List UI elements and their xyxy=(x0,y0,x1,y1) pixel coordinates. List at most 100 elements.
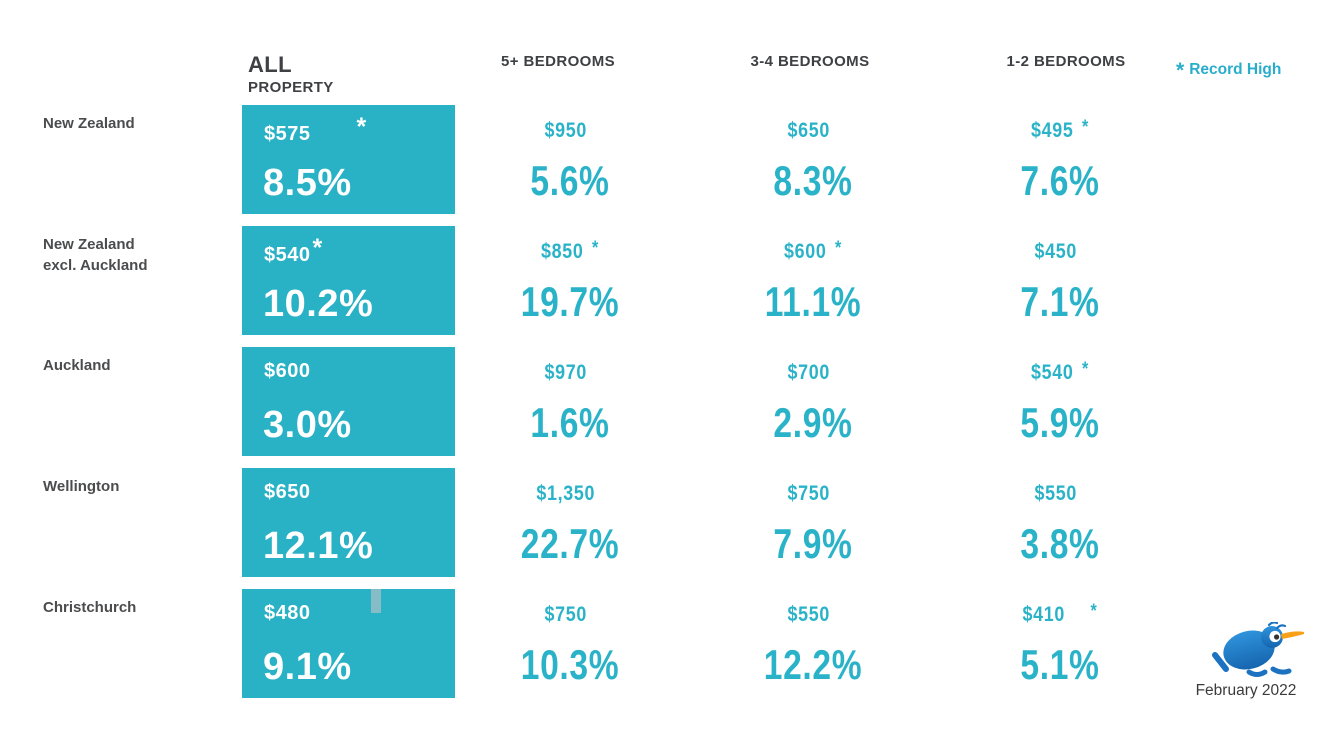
record-high-star: * xyxy=(1081,117,1089,138)
table-row: New Zealand excl. Auckland $540* 10.2% $… xyxy=(0,226,1328,335)
median-rent-value: $410 * xyxy=(950,601,1171,626)
region-label-line1: New Zealand xyxy=(43,236,135,253)
median-rent-value: $970 xyxy=(460,362,681,383)
annual-change-value: 5.6% xyxy=(530,157,610,204)
region-label: Auckland xyxy=(43,355,111,376)
record-high-star: * xyxy=(356,113,367,141)
median-rent-value: $650 xyxy=(703,120,924,141)
median-rent-value: $750 xyxy=(460,604,681,625)
annual-change-value: 5.1% xyxy=(1020,641,1100,688)
column-header-all-property: ALL PROPERTY xyxy=(248,53,334,96)
annual-change-value: 9.1% xyxy=(263,646,352,688)
all-property-cell: $575 * 8.5% xyxy=(242,105,455,214)
annual-change-value: 8.3% xyxy=(773,157,853,204)
record-high-star: * xyxy=(834,238,842,259)
price-text: $850 xyxy=(541,240,584,263)
price-text: $650 xyxy=(787,119,830,142)
median-rent-value: $950 xyxy=(460,120,681,141)
median-rent-value: $540* xyxy=(264,234,323,268)
region-label: New Zealand xyxy=(43,113,135,134)
median-rent-value: $600 xyxy=(264,360,320,383)
region-label-line1: Christchurch xyxy=(43,599,137,616)
median-rent-value: $540 * xyxy=(950,359,1171,384)
column-header-1-2-bedrooms: 1-2 BEDROOMS xyxy=(1006,53,1126,70)
all-property-cell: $650 12.1% xyxy=(242,468,455,577)
record-high-star: * xyxy=(1081,359,1089,380)
median-rent-value: $550 xyxy=(703,604,924,625)
price-text: $750 xyxy=(544,603,587,626)
region-label-line1: New Zealand xyxy=(43,115,135,132)
column-header-3-4-bedrooms: 3-4 BEDROOMS xyxy=(750,53,870,70)
price-text: $540 xyxy=(264,244,311,266)
price-text: $550 xyxy=(787,603,830,626)
median-rent-value: $1,350 xyxy=(460,483,681,504)
annual-change-value: 10.3% xyxy=(520,641,620,688)
price-text: $1,350 xyxy=(536,482,596,505)
annual-change-value: 22.7% xyxy=(520,520,620,567)
price-text: $970 xyxy=(544,361,587,384)
record-high-star-icon: * xyxy=(1176,59,1185,82)
all-property-cell: $600 3.0% xyxy=(242,347,455,456)
price-text: $750 xyxy=(787,482,830,505)
annual-change-value: 1.6% xyxy=(530,399,610,446)
annual-change-value: 10.2% xyxy=(263,283,374,325)
price-text: $480 xyxy=(264,602,311,624)
median-rent-value: $600 * xyxy=(703,238,924,263)
price-text: $600 xyxy=(264,360,311,382)
price-text: $540 xyxy=(1031,361,1074,384)
column-header-5plus-bedrooms: 5+ BEDROOMS xyxy=(500,53,616,70)
median-rent-value: $575 * xyxy=(264,113,367,147)
price-text: $575 xyxy=(264,123,311,145)
annual-change-value: 7.6% xyxy=(1020,157,1100,204)
region-label-line2: excl. Auckland xyxy=(43,257,148,274)
annual-change-value: 8.5% xyxy=(263,162,352,204)
record-high-star: * xyxy=(591,238,599,259)
annual-change-value: 12.1% xyxy=(263,525,374,567)
price-text: $450 xyxy=(1034,240,1077,263)
region-label-line1: Wellington xyxy=(43,478,120,495)
table-row: New Zealand $575 * 8.5% $950 5.6% $650 8.… xyxy=(0,105,1328,214)
annual-change-value: 7.1% xyxy=(1020,278,1100,325)
table-row: Auckland $600 3.0% $970 1.6% $700 2.9% $… xyxy=(0,347,1328,456)
annual-change-value: 12.2% xyxy=(763,641,863,688)
annual-change-value: 11.1% xyxy=(764,278,862,325)
report-date: February 2022 xyxy=(1195,682,1297,699)
all-property-header-line1: ALL xyxy=(248,52,292,77)
median-rent-value: $850 * xyxy=(460,238,681,263)
region-label: New Zealand excl. Auckland xyxy=(43,234,148,276)
region-label-line1: Auckland xyxy=(43,357,111,374)
price-text: $650 xyxy=(264,481,311,503)
annual-change-value: 3.0% xyxy=(263,404,352,446)
price-text: $600 xyxy=(784,240,827,263)
median-rent-value: $750 xyxy=(703,483,924,504)
record-high-star: * xyxy=(312,234,323,262)
price-text: $410 xyxy=(1022,603,1065,626)
median-rent-value: $550 xyxy=(950,483,1171,504)
table-row: Christchurch $480 9.1% $750 10.3% $550 1… xyxy=(0,589,1328,698)
annual-change-value: 2.9% xyxy=(773,399,853,446)
table-row: Wellington $650 12.1% $1,350 22.7% $750 … xyxy=(0,468,1328,577)
median-rent-value: $650 xyxy=(264,481,320,504)
record-high-star: * xyxy=(1090,601,1098,622)
annual-change-value: 5.9% xyxy=(1020,399,1100,446)
record-high-legend: * Record High xyxy=(1176,56,1281,82)
price-text: $495 xyxy=(1031,119,1074,142)
all-property-header-line2: PROPERTY xyxy=(248,79,334,96)
median-rent-value: $700 xyxy=(703,362,924,383)
annual-change-value: 7.9% xyxy=(773,520,853,567)
median-rent-value: $480 xyxy=(264,602,320,625)
region-label: Wellington xyxy=(43,476,119,497)
price-text: $550 xyxy=(1034,482,1077,505)
median-rent-value: $450 xyxy=(950,241,1171,262)
region-label: Christchurch xyxy=(43,597,136,618)
price-text: $950 xyxy=(544,119,587,142)
screenshot-artifact xyxy=(371,589,381,613)
all-property-cell: $540* 10.2% xyxy=(242,226,455,335)
all-property-cell: $480 9.1% xyxy=(242,589,455,698)
annual-change-value: 3.8% xyxy=(1020,520,1100,567)
annual-change-value: 19.7% xyxy=(520,278,620,325)
kiwi-bird-logo xyxy=(1212,622,1304,677)
price-text: $700 xyxy=(787,361,830,384)
median-rent-value: $495 * xyxy=(950,117,1171,142)
